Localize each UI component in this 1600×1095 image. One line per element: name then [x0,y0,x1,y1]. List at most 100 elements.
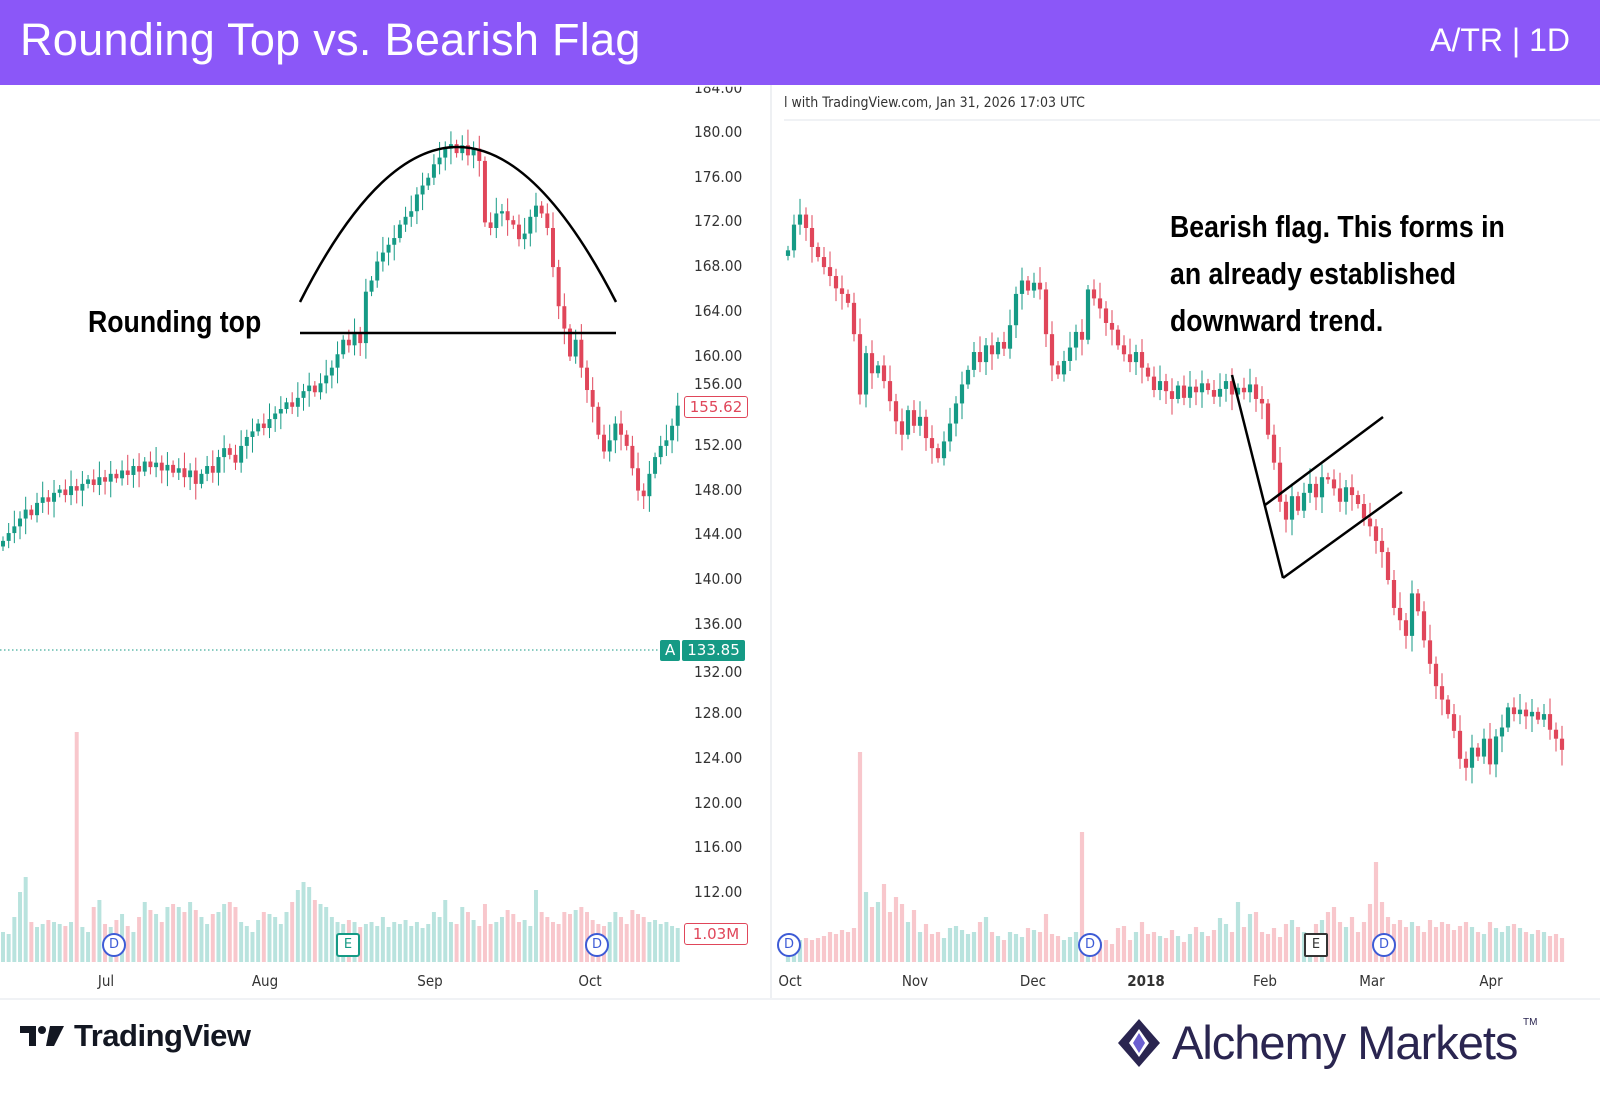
candle-body [505,211,510,221]
volume-bar [409,926,414,962]
volume-bar [522,920,527,962]
earnings-marker[interactable]: E [336,933,360,957]
volume-bar [165,907,170,962]
candle-body [887,381,893,402]
candle [80,471,85,507]
candle-body [941,441,947,459]
volume-bar [1283,924,1289,962]
volume-bar [74,732,79,962]
candle-body [159,462,164,471]
candle [392,225,397,261]
earnings-marker[interactable]: E [1304,933,1328,957]
candle [318,373,323,400]
volume-bar [443,900,448,962]
candle [250,418,255,453]
candle [602,424,607,459]
candle-body [653,457,658,474]
candle-body [137,466,142,472]
volume-bar [216,912,221,962]
candle [505,198,510,236]
volume-bar [52,922,57,962]
volume-bar [1229,932,1235,962]
candle [881,355,887,389]
volume-bar [636,914,641,962]
volume-bar [477,926,482,962]
dividend-marker[interactable]: D [102,933,126,957]
volume-bar [1481,934,1487,962]
candle [664,424,669,456]
candle [821,246,827,275]
candle-body [1481,738,1487,757]
candle [516,214,521,247]
candle-body [791,224,797,251]
dividend-marker[interactable]: D [585,933,609,957]
volume-bar [881,884,887,962]
candle-body [210,466,215,473]
candle-body [131,466,136,475]
candle [815,242,821,262]
candle-body [911,410,917,426]
candle-body [1523,709,1529,717]
candle [1025,276,1031,296]
candle [1193,379,1199,406]
candle-body [403,216,408,225]
candle-body [1157,381,1163,391]
volume-bar [1397,920,1403,962]
volume-bar [80,927,85,962]
candle-body [947,423,953,442]
volume-bar [375,926,380,962]
candle [131,458,136,488]
volume-bar [1349,917,1355,962]
candle-body [1559,738,1565,750]
candle-body [397,224,402,239]
candle-body [1499,727,1505,737]
trademark: TM [1523,1017,1538,1028]
volume-bar [431,912,436,962]
candle-body [516,224,521,240]
volume-bar [1133,932,1139,962]
candle-body [1055,365,1061,375]
candle-body [1445,699,1451,715]
candle [1283,494,1289,533]
candle-body [1397,607,1403,621]
candle [670,418,675,454]
volume-bar [533,890,538,962]
candle-body [1265,403,1271,435]
candle-body [641,490,646,497]
candle-body [1181,385,1187,398]
volume-bar [267,914,272,962]
candle-body [250,431,255,437]
volume-bar [1055,936,1061,962]
candle [233,444,238,470]
candle [256,419,261,436]
volume-bar [205,924,210,962]
candle [137,453,142,488]
volume-bar [1121,926,1127,962]
candle [1259,386,1265,420]
candle-body [239,445,244,463]
candle [568,324,572,361]
candle-body [352,334,357,346]
candle [1247,368,1253,403]
candle-body [227,448,232,455]
volume-bar [1361,922,1367,962]
volume-bar [989,932,995,962]
dividend-marker[interactable]: D [1372,933,1396,957]
candle [641,483,646,510]
candle [120,460,125,486]
left-volume-bars [1,732,680,962]
candle [1343,479,1349,515]
volume-bar [159,922,164,962]
volume-bar [556,924,561,962]
volume-bar [324,907,329,962]
dividend-marker[interactable]: D [1078,933,1102,957]
price-axis-tick: 176.00 [694,167,743,186]
candle [809,215,815,263]
candle-body [244,436,249,446]
volume-bar [568,914,572,962]
dividend-marker[interactable]: D [777,933,801,957]
candle-body [57,489,62,493]
candle-body [1061,360,1067,375]
volume-bar [40,924,45,962]
candle [329,360,334,389]
